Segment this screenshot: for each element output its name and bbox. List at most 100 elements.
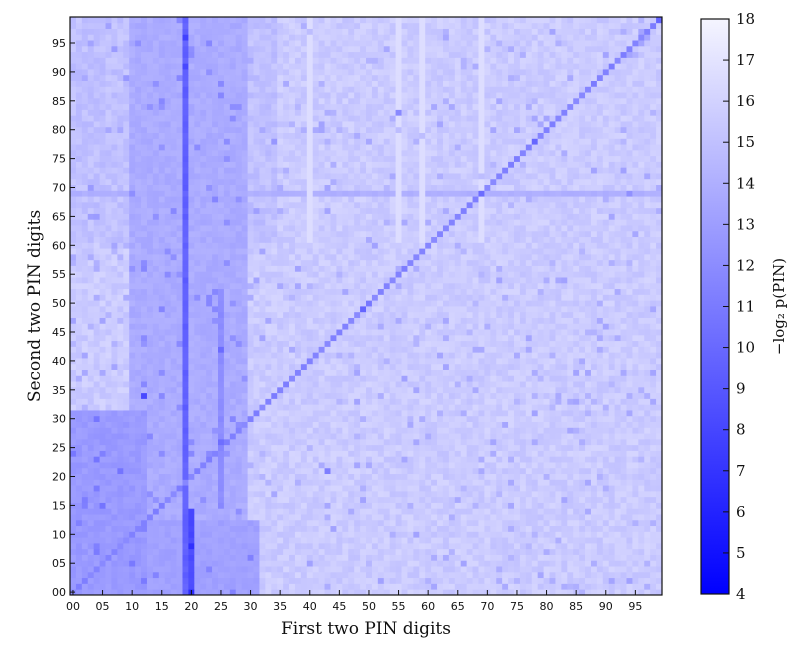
heat-cell (271, 340, 278, 347)
heat-cell (182, 519, 189, 527)
heat-cell (478, 311, 485, 318)
heat-cell (632, 369, 639, 376)
heat-cell (525, 358, 533, 365)
heat-cell (253, 589, 260, 596)
heat-cell (247, 479, 254, 486)
heat-cell (626, 571, 633, 579)
heat-cell (271, 363, 278, 370)
heat-cell (360, 386, 367, 394)
heat-cell (306, 375, 314, 382)
heat-cell (360, 583, 367, 590)
heat-cell (525, 560, 533, 567)
heat-cell (194, 340, 201, 347)
heat-cell (502, 462, 509, 469)
heat-cell (117, 381, 124, 388)
heat-cell (229, 311, 237, 318)
heat-cell (549, 363, 556, 370)
heat-cell (602, 392, 610, 399)
heat-cell (170, 450, 177, 457)
heat-cell (117, 329, 124, 336)
heat-cell (306, 369, 314, 376)
heat-cell (206, 467, 213, 475)
heat-cell (389, 438, 396, 446)
heat-cell (200, 398, 207, 405)
heat-cell (407, 363, 414, 370)
heat-cell (596, 462, 604, 469)
heat-cell (656, 404, 663, 411)
heat-cell (490, 542, 497, 550)
heat-cell (466, 583, 473, 590)
heat-cell (442, 404, 450, 411)
heat-cell (117, 311, 124, 318)
heat-cell (549, 560, 556, 567)
heat-cell (330, 490, 337, 498)
heat-cell (508, 427, 515, 434)
heat-cell (259, 560, 266, 567)
heat-cell (596, 386, 604, 394)
heat-cell (407, 462, 414, 469)
heat-cell (519, 352, 527, 359)
heat-cell (176, 398, 183, 405)
heat-cell (247, 456, 254, 463)
heat-cell (561, 485, 568, 492)
heat-cell (377, 311, 385, 318)
heat-cell (306, 392, 314, 399)
heat-cell (377, 496, 385, 503)
heat-cell (519, 542, 527, 550)
heat-cell (514, 473, 521, 480)
heat-cell (502, 311, 509, 318)
heat-cell (330, 381, 337, 388)
heat-cell (318, 363, 325, 370)
heat-cell (188, 542, 195, 550)
heat-cell (212, 311, 219, 318)
heat-cell (537, 508, 544, 515)
heat-cell (484, 317, 491, 324)
heat-cell (383, 566, 391, 573)
heat-cell (431, 589, 438, 596)
heat-cell (561, 415, 568, 422)
heat-cell (490, 334, 497, 342)
heat-cell (289, 514, 296, 521)
heat-cell (164, 577, 172, 584)
heat-cell (366, 358, 373, 365)
heat-cell (188, 502, 195, 509)
heat-cell (419, 375, 426, 382)
heat-cell (348, 369, 355, 376)
heat-cell (448, 508, 456, 515)
heat-cell (401, 508, 408, 515)
heat-cell (650, 479, 657, 486)
heat-cell (354, 485, 361, 492)
heat-cell (164, 485, 172, 492)
heat-cell (555, 508, 562, 515)
heat-cell (407, 496, 414, 503)
heat-cell (129, 444, 136, 451)
heat-cell (525, 490, 533, 498)
heat-cell (194, 381, 201, 388)
heat-cell (289, 346, 296, 353)
heat-cell (360, 363, 367, 370)
heat-cell (146, 508, 154, 515)
heat-cell (259, 479, 266, 486)
heat-cell (271, 427, 278, 434)
heat-cell (271, 490, 278, 498)
heat-cell (354, 323, 361, 330)
heat-cell (502, 450, 509, 457)
heat-cell (371, 438, 379, 446)
heat-cell (585, 444, 592, 451)
heat-cell (330, 548, 337, 555)
heat-cell (87, 577, 95, 584)
heat-cell (289, 438, 296, 446)
heat-cell (567, 311, 574, 318)
heat-cell (543, 415, 550, 422)
heat-cell (70, 462, 77, 469)
heat-cell (354, 306, 361, 313)
heat-cell (146, 363, 154, 370)
heat-cell (158, 410, 166, 417)
heat-cell (348, 421, 355, 428)
heat-cell (247, 340, 254, 347)
heat-cell (146, 531, 154, 538)
heat-cell (348, 514, 355, 521)
heat-cell (188, 358, 195, 365)
heat-cell (93, 542, 100, 550)
heat-cell (644, 496, 651, 503)
